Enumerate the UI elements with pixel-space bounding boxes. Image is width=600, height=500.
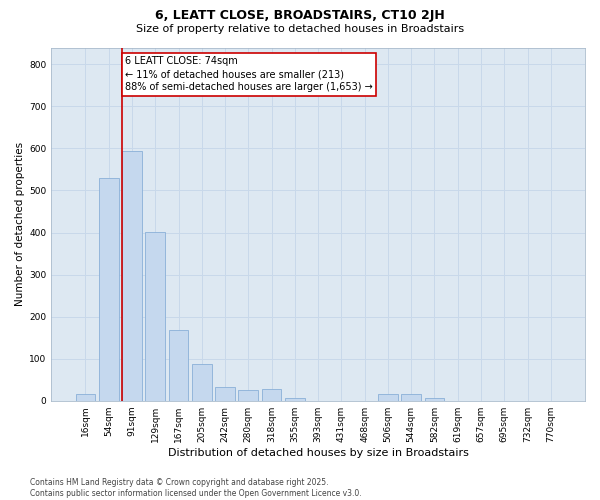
Bar — [262, 389, 281, 400]
X-axis label: Distribution of detached houses by size in Broadstairs: Distribution of detached houses by size … — [168, 448, 469, 458]
Bar — [169, 330, 188, 400]
Text: Contains HM Land Registry data © Crown copyright and database right 2025.
Contai: Contains HM Land Registry data © Crown c… — [30, 478, 362, 498]
Bar — [378, 394, 398, 400]
Bar — [192, 364, 212, 401]
Bar — [238, 390, 258, 400]
Bar — [215, 387, 235, 400]
Bar — [401, 394, 421, 400]
Text: 6 LEATT CLOSE: 74sqm
← 11% of detached houses are smaller (213)
88% of semi-deta: 6 LEATT CLOSE: 74sqm ← 11% of detached h… — [125, 56, 373, 92]
Y-axis label: Number of detached properties: Number of detached properties — [15, 142, 25, 306]
Bar — [285, 398, 305, 400]
Bar — [145, 232, 165, 400]
Bar — [425, 398, 445, 400]
Text: 6, LEATT CLOSE, BROADSTAIRS, CT10 2JH: 6, LEATT CLOSE, BROADSTAIRS, CT10 2JH — [155, 9, 445, 22]
Bar — [99, 178, 119, 400]
Text: Size of property relative to detached houses in Broadstairs: Size of property relative to detached ho… — [136, 24, 464, 34]
Bar — [76, 394, 95, 400]
Bar — [122, 150, 142, 400]
